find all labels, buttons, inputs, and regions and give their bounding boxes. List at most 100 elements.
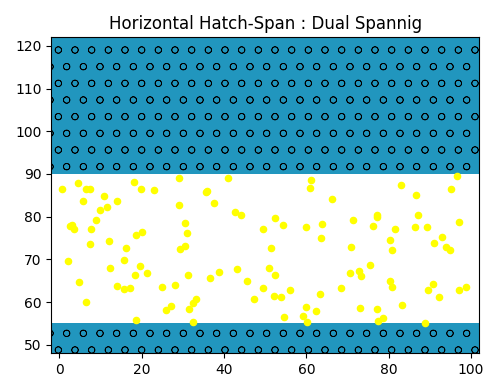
Bar [51,37,480,174]
Point [158,284,166,290]
Point [454,287,462,293]
Point [303,319,311,325]
Point [300,312,308,319]
Point [286,287,294,293]
Point [120,286,128,292]
Point [82,186,90,192]
Point [138,229,145,236]
Point [132,232,140,238]
Point [126,285,134,291]
Point [167,303,175,310]
Point [414,212,422,219]
Point [267,245,275,251]
Point [181,220,189,226]
Point [162,307,170,313]
Point [374,318,382,324]
Point [103,204,111,210]
Point [87,226,95,232]
Point [100,193,108,200]
Point [74,180,82,187]
Point [373,214,381,220]
Point [192,296,200,302]
Point [176,175,184,181]
Point [58,186,66,192]
Point [435,294,443,301]
Point [270,292,278,299]
Point [347,244,355,250]
Point [113,283,121,289]
Point [122,245,130,251]
Point [70,225,78,232]
Point [68,222,76,228]
Point [388,284,396,290]
Point [446,186,454,192]
Point [391,226,399,232]
Point [265,265,273,272]
Point [337,285,345,291]
Point [96,207,104,213]
Point [386,237,394,243]
Point [272,215,280,221]
Point [86,241,94,247]
Point [190,300,198,306]
Point [260,226,268,232]
Point [349,217,357,223]
Point [130,180,138,186]
Point [190,319,198,325]
Point [184,272,192,279]
Point [429,281,437,287]
Point [136,263,144,269]
Point [316,291,324,298]
Point [302,304,310,310]
Point [131,272,139,278]
Point [442,244,450,250]
Point [318,221,326,227]
Point [270,272,278,278]
Point [398,302,406,309]
Point [185,306,193,312]
Point [210,200,218,206]
Point [356,268,364,274]
Point [80,198,88,204]
Point [454,219,462,225]
Point [137,186,145,192]
Point [328,196,336,202]
Point [430,240,438,247]
Bar [51,323,480,353]
Point [280,314,288,320]
Point [368,223,376,229]
Point [308,176,316,183]
Point [423,224,431,230]
Point [438,234,446,240]
Point [232,209,239,215]
Point [233,266,241,272]
Point [446,247,454,253]
Point [236,211,244,218]
Point [462,284,469,290]
Point [176,246,184,252]
Point [410,224,418,230]
Point [150,187,158,193]
Point [184,230,192,236]
Point [114,198,122,204]
Point [396,182,404,188]
Point [388,247,396,253]
Point [224,175,232,181]
Point [346,270,354,276]
Point [66,223,74,229]
Point [203,188,211,194]
Point [373,212,381,218]
Point [132,317,140,323]
Point [243,278,251,284]
Point [412,192,420,198]
Point [312,308,320,314]
Point [366,261,374,268]
Point [120,256,128,263]
Title: Horizontal Hatch-Span : Dual Spannig: Horizontal Hatch-Span : Dual Spannig [108,15,422,33]
Point [216,269,224,276]
Point [143,270,151,276]
Point [386,278,394,285]
Point [180,243,188,249]
Point [202,189,210,196]
Point [250,296,258,303]
